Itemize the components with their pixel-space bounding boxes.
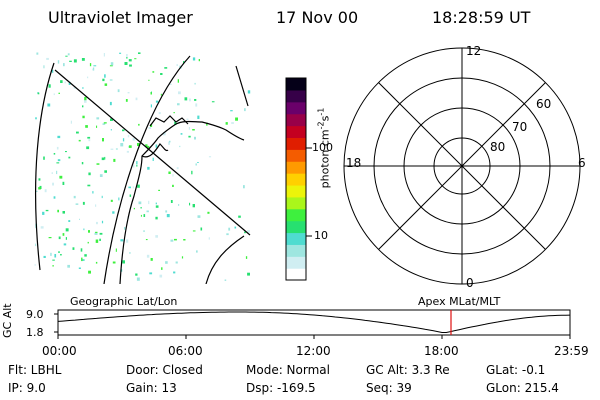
coastline: [119, 120, 245, 284]
coastline-bay: [141, 143, 169, 158]
observation-date: 17 Nov 00: [276, 8, 359, 27]
glon-status: GLon: 215.4: [486, 381, 559, 395]
sequence-status: Seq: 39: [366, 381, 412, 395]
mlt-label-18: 18: [346, 156, 362, 170]
colorbar-segment: [286, 244, 306, 257]
time-tick-1: 06:00: [168, 344, 203, 358]
glat-status: GLat: -0.1: [486, 363, 546, 377]
map-right-arc: [235, 65, 249, 107]
observation-time: 18:28:59 UT: [432, 8, 531, 27]
mlat-label-80: 80: [490, 140, 506, 154]
colorbar-segment: [286, 184, 306, 198]
time-tick-3: 18:00: [424, 344, 459, 358]
intensity-colorbar: [285, 77, 312, 281]
colorbar-segment: [286, 101, 306, 115]
colorbar-segment: [286, 125, 306, 139]
time-tick-0: 00:00: [42, 344, 77, 358]
map-outer-boundary: [35, 62, 55, 271]
colorbar-label-10: 10: [314, 229, 328, 242]
polar-diagonal-2: [378, 82, 546, 250]
uv-emission-speckles: [34, 52, 251, 281]
ip-status: IP: 9.0: [8, 381, 46, 395]
mlat-label-60: 60: [536, 97, 552, 111]
colorbar-segment: [286, 220, 306, 234]
map-meridian-line: [54, 69, 251, 236]
map-lower-right-arc: [205, 235, 245, 284]
instrument-title: Ultraviolet Imager: [48, 8, 193, 27]
colorbar-segment: [286, 149, 306, 162]
colorbar-segment: [286, 196, 306, 210]
polar-grid: [343, 47, 581, 285]
map-terminator-arc: [103, 55, 191, 284]
altitude-plot: [54, 309, 571, 339]
geographic-map: [34, 52, 251, 284]
time-tick-2: 12:00: [296, 344, 331, 358]
coastline-islands: [149, 115, 189, 127]
colorbar-segment: [286, 208, 306, 222]
gain-status: Gain: 13: [126, 381, 177, 395]
colorbar-segment: [286, 232, 306, 245]
altitude-axis-label: GC Alt: [1, 303, 14, 338]
dsp-status: Dsp: -169.5: [246, 381, 316, 395]
apex-label: Apex MLat/MLT: [418, 295, 501, 308]
colorbar-label-100: 100: [312, 141, 333, 154]
time-tick-4: 23:59: [554, 344, 589, 358]
door-status: Door: Closed: [126, 363, 203, 377]
mlt-label-6: 6: [578, 156, 586, 170]
gc-altitude-status: GC Alt: 3.3 Re: [366, 363, 450, 377]
altitude-curve: [57, 311, 571, 333]
colorbar-segment: [286, 78, 306, 91]
altitude-max-label: 9.0: [26, 308, 44, 321]
mlat-label-70: 70: [512, 120, 528, 134]
colorbar-segment: [286, 137, 306, 150]
colorbar-segment: [286, 113, 306, 127]
colorbar-segment: [286, 268, 306, 281]
filter-status: Flt: LBHL: [8, 363, 62, 377]
mlt-label-12: 12: [466, 44, 482, 58]
colorbar-segment: [286, 256, 306, 269]
geographic-label: Geographic Lat/Lon: [70, 295, 178, 308]
colorbar-segment: [286, 161, 306, 174]
mlt-label-0: 0: [466, 276, 474, 290]
altitude-min-label: 1.8: [26, 326, 44, 339]
colorbar-segment: [286, 89, 306, 103]
colorbar-segment: [286, 173, 306, 186]
mode-status: Mode: Normal: [246, 363, 330, 377]
